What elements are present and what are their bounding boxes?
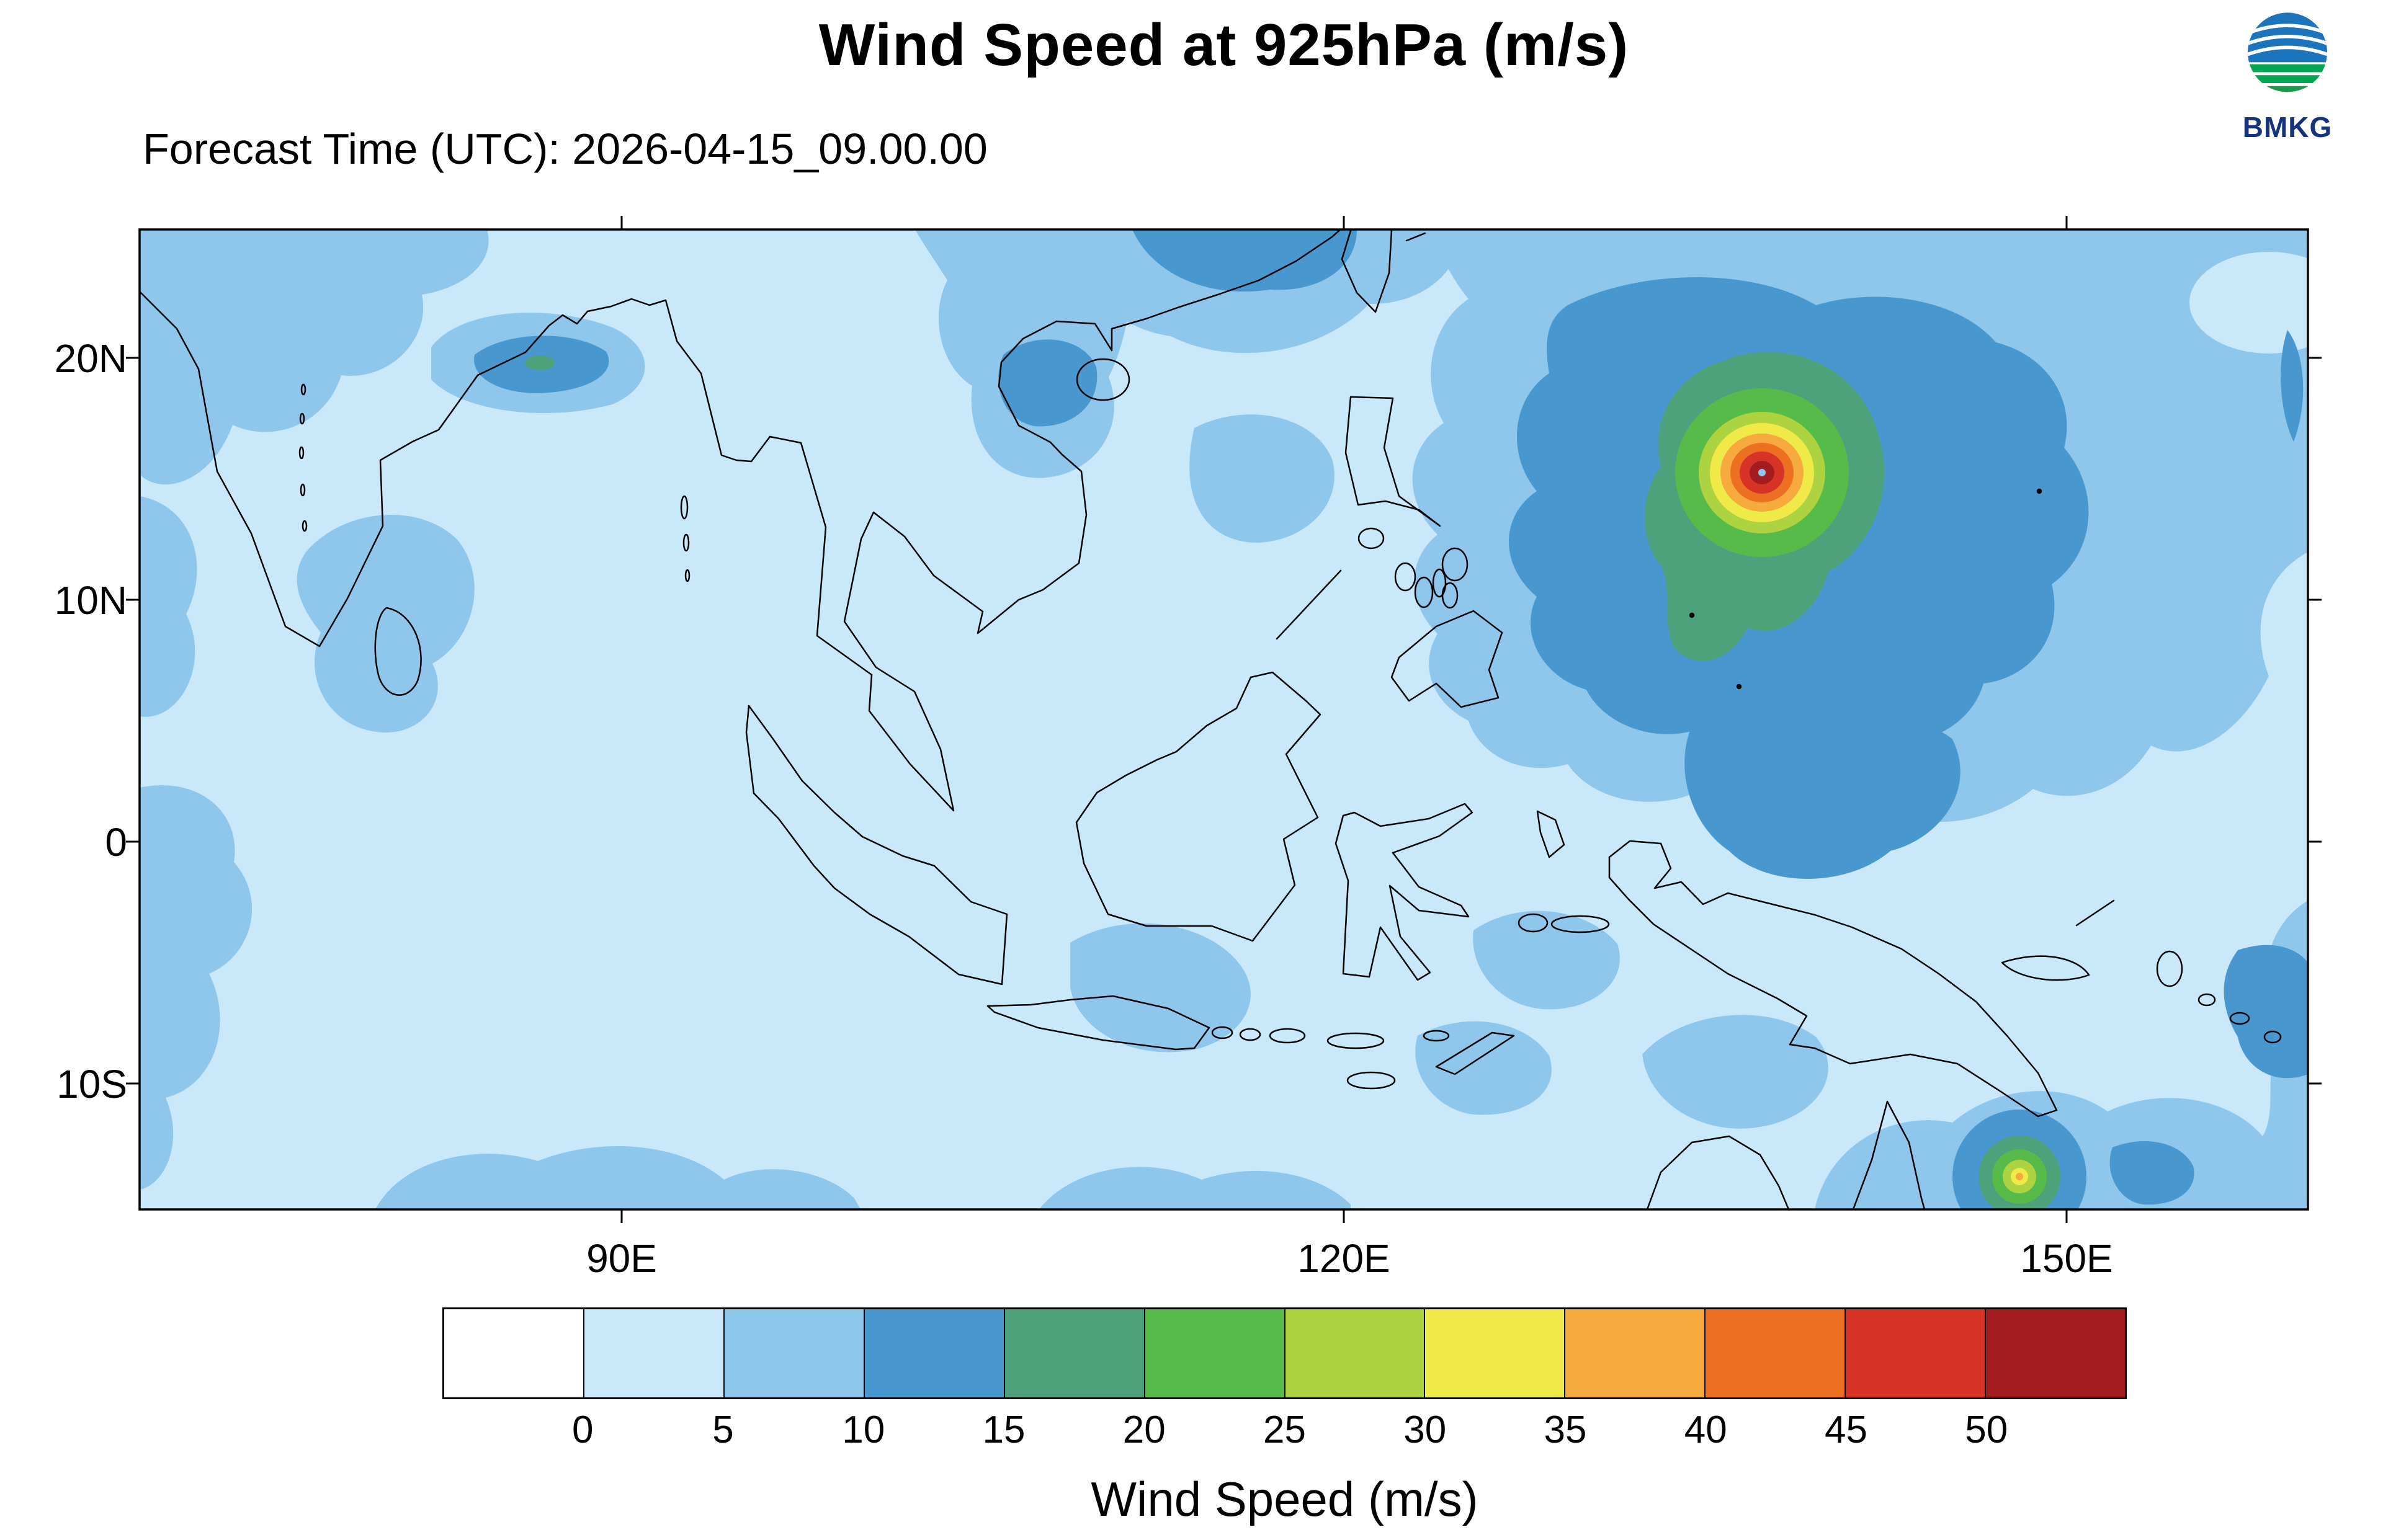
bmkg-logo: BMKG [2219, 9, 2356, 144]
lon-tick-label-90e: 90E [586, 1236, 657, 1281]
colorbar-segment-7 [1425, 1309, 1566, 1397]
colorbar-segment-11 [1986, 1309, 2126, 1397]
lat-tick-label-10n: 10N [54, 578, 127, 623]
colorbar-segment-0 [444, 1309, 584, 1397]
lat-tick-label-20n: 20N [54, 336, 127, 381]
wind-map [126, 216, 2322, 1223]
colorbar [442, 1307, 2127, 1399]
lat-tick-label-0: 0 [105, 820, 127, 865]
map-panel [126, 216, 2322, 1223]
colorbar-tick-label-0: 0 [572, 1409, 594, 1451]
secondary-cyclone [1978, 1136, 2060, 1209]
bmkg-logo-text: BMKG [2242, 111, 2333, 143]
lon-tick-label-150e: 150E [2020, 1236, 2113, 1281]
colorbar-tick-label-20: 20 [1122, 1409, 1166, 1451]
colorbar-tick-label-25: 25 [1263, 1409, 1306, 1451]
colorbar-tick-label-45: 45 [1825, 1409, 1867, 1451]
colorbar-segment-8 [1565, 1309, 1706, 1397]
colorbar-tick-label-50: 50 [1965, 1409, 2008, 1451]
colorbar-segment-9 [1706, 1309, 1846, 1397]
colorbar-segment-4 [1004, 1309, 1145, 1397]
colorbar-segment-2 [724, 1309, 865, 1397]
colorbar-segment-6 [1285, 1309, 1426, 1397]
colorbar-segment-3 [864, 1309, 1005, 1397]
colorbar-tick-label-10: 10 [842, 1409, 885, 1451]
forecast-time-label: Forecast Time (UTC): 2026-04-15_09.00.00 [143, 125, 988, 173]
lon-tick-label-120e: 120E [1297, 1236, 1390, 1281]
lat-tick-label-10s: 10S [56, 1062, 127, 1106]
colorbar-tick-label-40: 40 [1684, 1409, 1727, 1451]
primary-cyclone [1644, 352, 1885, 661]
map-ticks [126, 216, 2322, 1223]
bmkg-logo-icon [2248, 12, 2327, 92]
colorbar-tick-label-5: 5 [712, 1409, 734, 1451]
colorbar-tick-label-35: 35 [1544, 1409, 1587, 1451]
map-border [138, 228, 2309, 1211]
colorbar-tick-label-30: 30 [1403, 1409, 1447, 1451]
colorbar-segment-5 [1145, 1309, 1285, 1397]
page-title: Wind Speed at 925hPa (m/s) [818, 12, 1629, 78]
colorbar-labels: 0 5 10 15 20 25 30 35 40 45 50 [442, 1408, 2127, 1456]
coastlines [140, 229, 2282, 1209]
colorbar-segment-10 [1846, 1309, 1987, 1397]
colorbar-title: Wind Speed (m/s) [1091, 1472, 1478, 1526]
colorbar-tick-label-15: 15 [982, 1409, 1026, 1451]
colorbar-segment-1 [584, 1309, 725, 1397]
